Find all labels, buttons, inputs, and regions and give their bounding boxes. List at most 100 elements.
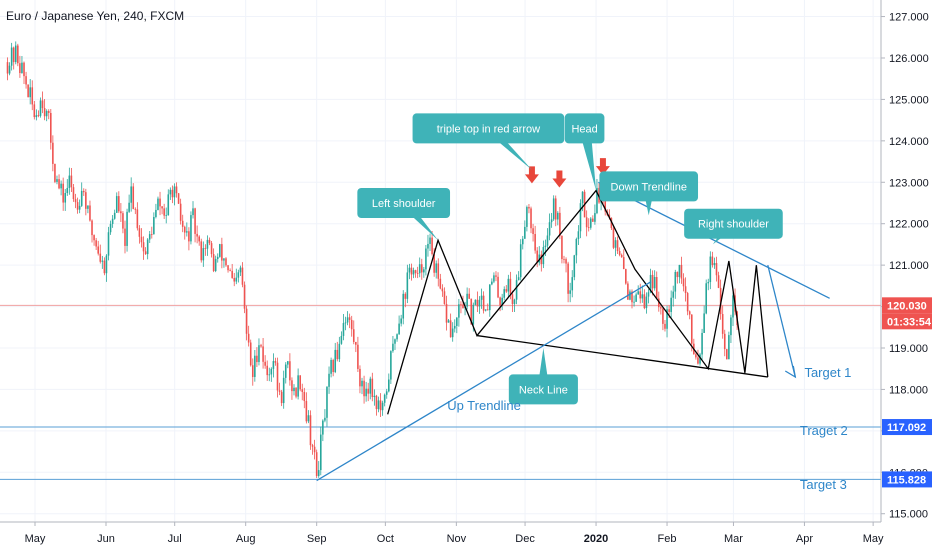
candle-body bbox=[251, 365, 254, 377]
pattern-line-black[interactable] bbox=[476, 334, 768, 378]
candle-body bbox=[299, 375, 301, 390]
candle-body bbox=[245, 308, 248, 334]
callout-label: Head bbox=[571, 123, 597, 135]
candle-body bbox=[346, 317, 349, 323]
candle-body bbox=[173, 186, 176, 198]
candle-body bbox=[707, 282, 710, 284]
candle-body bbox=[235, 277, 238, 282]
price-tag bbox=[882, 419, 932, 436]
callout-box[interactable] bbox=[357, 187, 451, 218]
candle-body bbox=[27, 84, 29, 98]
callout-box[interactable] bbox=[599, 171, 699, 202]
trendline-blue[interactable] bbox=[316, 281, 652, 482]
candle-body bbox=[291, 380, 293, 392]
candle-body bbox=[6, 62, 9, 74]
candle-body bbox=[571, 277, 574, 291]
callout-label: Neck Line bbox=[519, 384, 568, 396]
candle-body bbox=[359, 368, 361, 387]
candle-body bbox=[480, 295, 483, 300]
candle-body bbox=[262, 346, 264, 362]
candle-body bbox=[655, 277, 658, 299]
candle-body bbox=[192, 208, 194, 216]
time-tick-label: Aug bbox=[236, 533, 256, 545]
candle-body bbox=[115, 196, 118, 213]
candle-body bbox=[546, 235, 549, 246]
pattern-line-black[interactable] bbox=[387, 189, 769, 415]
candle-body bbox=[577, 231, 580, 239]
candle-body bbox=[340, 335, 343, 344]
candle-body bbox=[78, 205, 81, 210]
time-tick-label: Jul bbox=[168, 533, 182, 545]
trendline-blue[interactable] bbox=[598, 181, 830, 299]
candle-body bbox=[29, 87, 31, 98]
candle-body bbox=[138, 228, 141, 237]
callout-box[interactable] bbox=[564, 113, 605, 144]
candle-body bbox=[50, 112, 52, 143]
price-tick-label: 124.000 bbox=[889, 136, 929, 148]
candle-body bbox=[544, 245, 547, 247]
trendline-blue[interactable] bbox=[767, 264, 796, 378]
price-tick-label: 122.000 bbox=[889, 219, 929, 231]
candle-body bbox=[264, 361, 266, 366]
candle-body bbox=[183, 226, 186, 233]
candle-body bbox=[620, 254, 623, 258]
price-tick-label: 115.000 bbox=[889, 509, 928, 521]
candle-body bbox=[305, 401, 308, 422]
candle-body bbox=[633, 301, 635, 303]
candle-body bbox=[142, 242, 145, 252]
candle-body bbox=[14, 45, 17, 63]
candle-body bbox=[258, 345, 260, 363]
candle-body bbox=[342, 323, 345, 336]
time-tick-label: Sep bbox=[307, 533, 327, 545]
callout-label: Right shoulder bbox=[698, 219, 769, 231]
candle-body bbox=[625, 269, 627, 284]
candle-body bbox=[315, 452, 318, 476]
candle-body bbox=[70, 175, 73, 188]
candle-body bbox=[196, 233, 198, 237]
candle-body bbox=[274, 361, 277, 363]
candle-body bbox=[484, 309, 487, 311]
candle-body bbox=[429, 237, 431, 244]
candle-body bbox=[348, 317, 351, 320]
candle-body bbox=[491, 281, 493, 285]
price-tag bbox=[882, 471, 932, 488]
candle-body bbox=[550, 219, 553, 223]
candle-body bbox=[229, 270, 231, 271]
candle-body bbox=[175, 186, 178, 194]
candle-body bbox=[711, 256, 714, 266]
callout-box[interactable] bbox=[684, 208, 783, 239]
candle-body bbox=[313, 446, 316, 453]
candle-body bbox=[493, 275, 495, 282]
candle-body bbox=[72, 187, 75, 200]
time-tick-label: Feb bbox=[658, 533, 677, 545]
candle-body bbox=[243, 284, 246, 309]
red-arrow-icon bbox=[595, 158, 610, 176]
candle-body bbox=[431, 237, 433, 255]
callout-box[interactable] bbox=[508, 374, 578, 405]
candle-body bbox=[118, 196, 120, 212]
callout-box[interactable] bbox=[412, 113, 565, 144]
candle-body bbox=[377, 400, 380, 410]
candle-body bbox=[10, 47, 13, 66]
time-axis[interactable]: May Jun Jul Aug Sep Oct Nov Dec 2020 Feb Mar Apr May bbox=[0, 521, 884, 545]
price-axis[interactable]: 127.000 126.000 125.000 124.000 123.000 122.0… bbox=[880, 0, 929, 522]
callout-annotations: Left shoulder triple top in red arrow Head… bbox=[357, 113, 783, 405]
candle-body bbox=[223, 258, 225, 261]
candle-body bbox=[666, 309, 668, 329]
candle-body bbox=[373, 395, 376, 397]
candle-body bbox=[56, 179, 58, 182]
candle-body bbox=[664, 323, 666, 329]
callout-label: Down Trendline bbox=[611, 181, 687, 193]
candle-body bbox=[684, 286, 687, 294]
candle-body bbox=[17, 45, 19, 64]
candle-body bbox=[58, 179, 60, 189]
candle-body bbox=[282, 377, 285, 404]
candle-body bbox=[414, 270, 417, 274]
candle-body bbox=[41, 100, 44, 109]
candle-body bbox=[181, 220, 184, 227]
candle-body bbox=[130, 186, 132, 203]
candle-body bbox=[155, 209, 157, 217]
candle-body bbox=[338, 343, 341, 360]
candle-body bbox=[128, 202, 130, 212]
